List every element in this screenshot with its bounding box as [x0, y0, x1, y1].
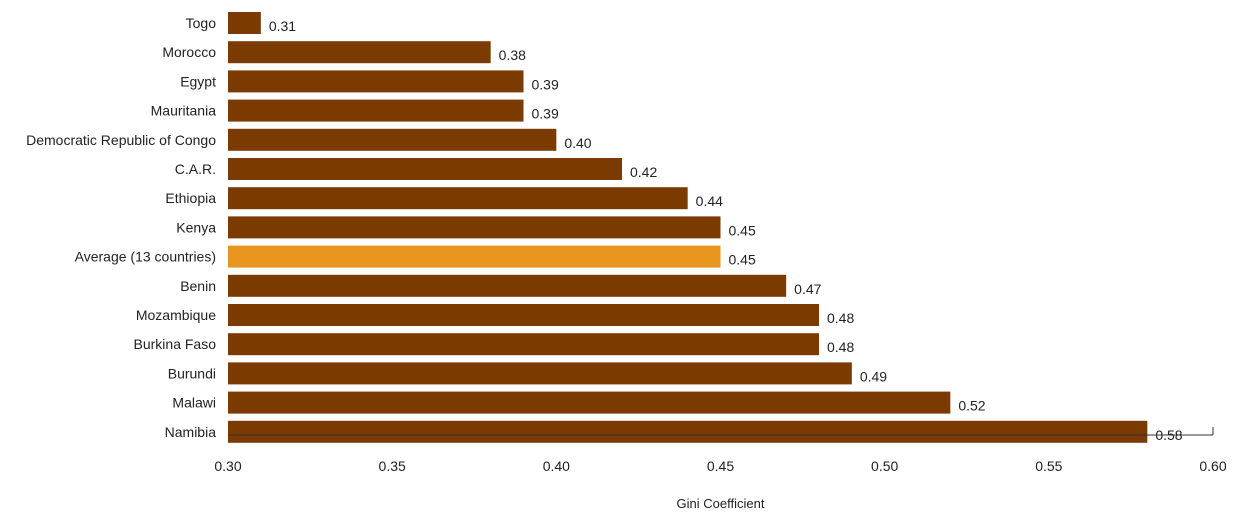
bar	[228, 70, 524, 93]
value-label: 0.39	[532, 76, 559, 92]
bar	[228, 333, 819, 356]
value-label: 0.52	[958, 398, 985, 414]
bar	[228, 187, 688, 210]
x-tick-label: 0.50	[871, 458, 898, 474]
category-label: Burundi	[168, 365, 216, 381]
category-label: Mozambique	[136, 307, 216, 323]
x-tick-label: 0.30	[214, 458, 241, 474]
bar	[228, 12, 261, 34]
value-label: 0.48	[827, 339, 854, 355]
bar	[228, 158, 622, 180]
x-tick-label: 0.60	[1199, 458, 1226, 474]
value-label: 0.40	[564, 135, 591, 151]
bar	[228, 274, 787, 297]
x-tick-label: 0.45	[707, 458, 734, 474]
bar	[228, 99, 524, 122]
x-tick-label: 0.55	[1035, 458, 1062, 474]
category-label: Egypt	[180, 73, 216, 89]
bar	[228, 128, 557, 151]
bar	[228, 420, 1148, 443]
category-label: Ethiopia	[165, 190, 216, 206]
x-axis-title: Gini Coefficient	[677, 496, 765, 511]
category-label: Kenya	[176, 219, 216, 235]
value-label: 0.39	[532, 106, 559, 122]
category-label: Morocco	[162, 44, 216, 60]
category-label: Democratic Republic of Congo	[26, 132, 216, 148]
category-label: C.A.R.	[175, 161, 216, 177]
value-label: 0.47	[794, 281, 821, 297]
bar	[228, 41, 491, 64]
bar	[228, 304, 819, 326]
value-label: 0.48	[827, 310, 854, 326]
value-label: 0.42	[630, 164, 657, 180]
x-axis: 0.30 0.35 0.40 0.45 0.50 0.55 0.60	[214, 427, 1227, 474]
value-label: 0.38	[499, 47, 526, 63]
category-label: Burkina Faso	[134, 336, 217, 352]
value-label: 0.49	[860, 368, 887, 384]
value-label: 0.45	[729, 222, 756, 238]
category-label: Average (13 countries)	[75, 249, 216, 265]
value-label: 0.31	[269, 18, 296, 34]
bars-layer: Togo 0.31 Morocco 0.38 Egypt 0.39 Mauritania 0.…	[26, 12, 1183, 443]
category-label: Mauritania	[151, 103, 217, 119]
category-label: Namibia	[165, 424, 217, 440]
value-label: 0.45	[729, 252, 756, 268]
bar	[228, 362, 852, 385]
x-tick-label: 0.35	[379, 458, 406, 474]
category-label: Malawi	[172, 395, 216, 411]
bar	[228, 391, 951, 414]
value-label: 0.44	[696, 193, 723, 209]
bar	[228, 216, 721, 239]
x-tick-label: 0.40	[543, 458, 570, 474]
bar-highlight	[228, 245, 721, 268]
category-label: Benin	[180, 278, 216, 294]
category-label: Togo	[186, 15, 217, 31]
